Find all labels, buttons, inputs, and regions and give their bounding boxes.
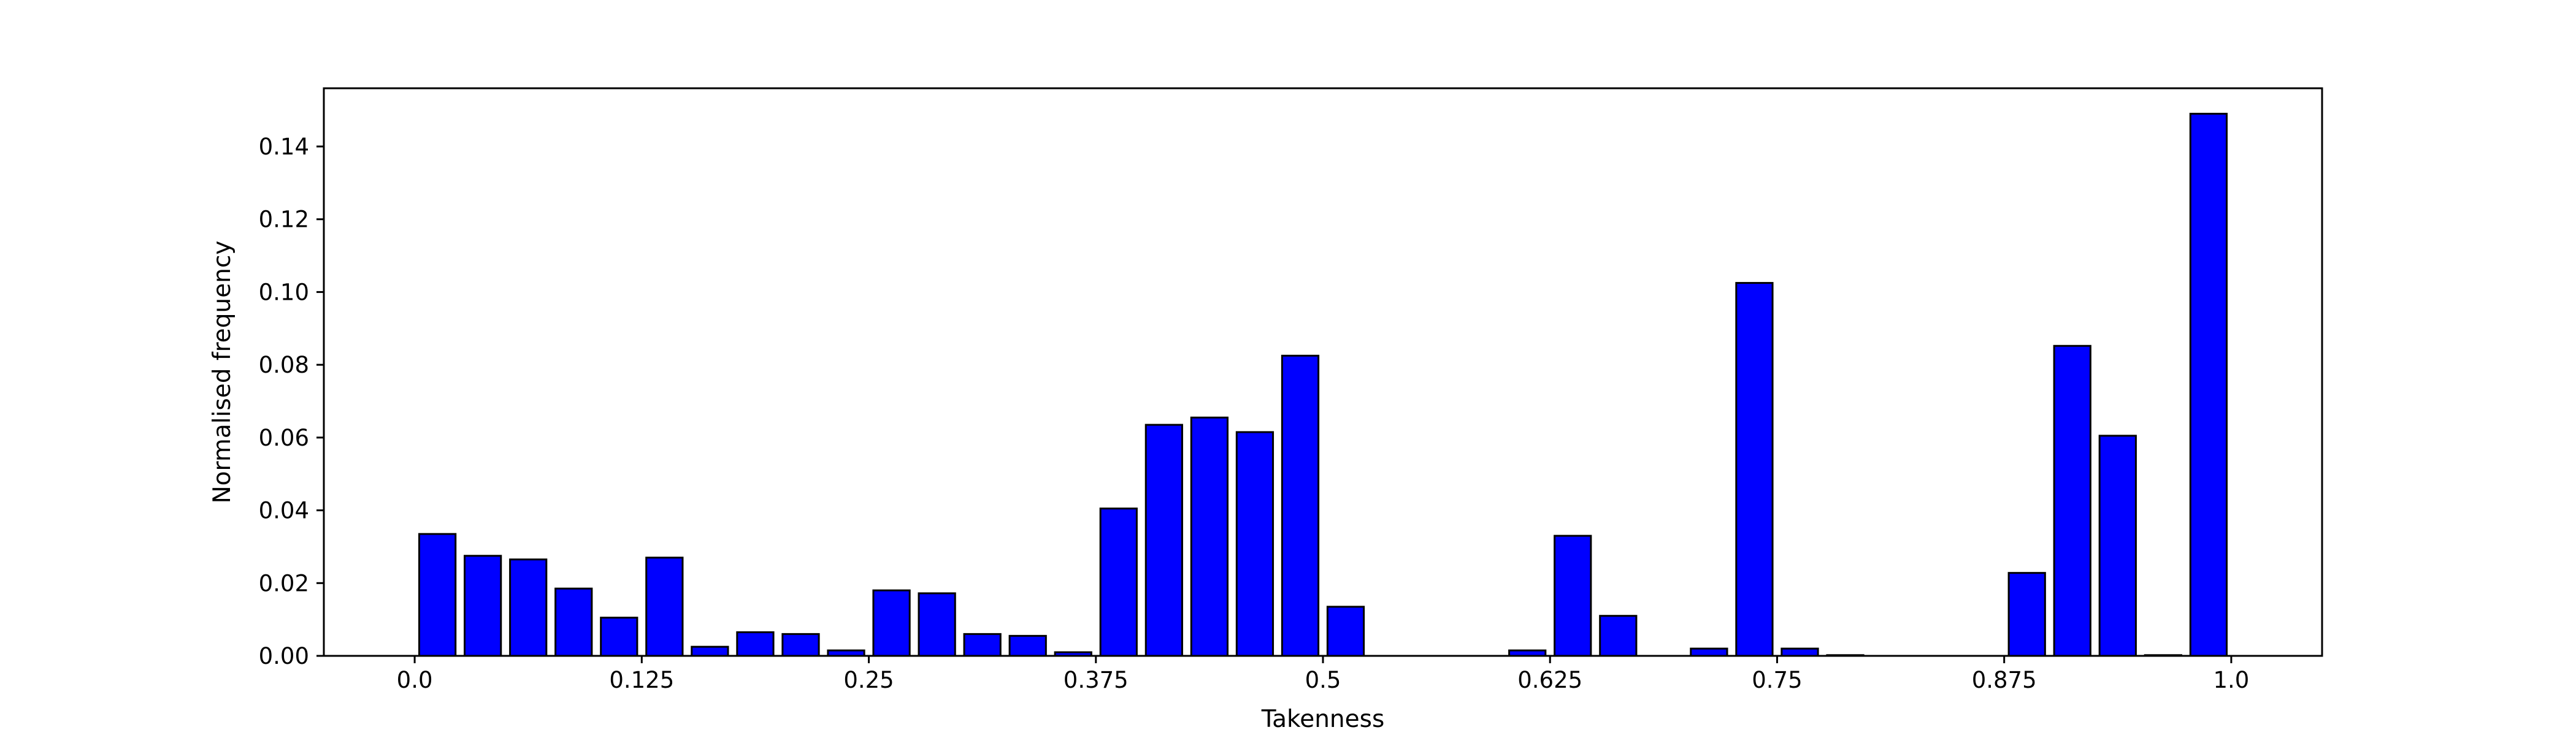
bar-19 — [1281, 354, 1320, 657]
x-tick-label-0: 0.0 — [397, 667, 433, 693]
bar-3 — [554, 587, 593, 657]
bar-37 — [2098, 435, 2137, 657]
bar-36 — [2053, 344, 2091, 657]
y-tick-label-5: 0.10 — [259, 279, 309, 305]
bar-4 — [600, 617, 638, 657]
bar-26 — [1599, 615, 1638, 657]
bar-13 — [1008, 634, 1047, 657]
bar-39 — [2189, 113, 2228, 657]
plot-frame — [323, 87, 2323, 657]
y-tick-label-7: 0.14 — [259, 134, 309, 160]
bar-5 — [645, 557, 684, 657]
bar-15 — [1099, 508, 1138, 657]
bar-7 — [736, 631, 775, 657]
bar-6 — [691, 645, 729, 657]
y-tick-label-6: 0.12 — [259, 207, 309, 233]
y-tick-label-0: 0.00 — [259, 643, 309, 669]
bar-10 — [872, 589, 911, 657]
x-tick-label-2: 0.25 — [843, 667, 894, 693]
bar-12 — [963, 633, 1002, 657]
x-tick-label-6: 0.75 — [1752, 667, 1802, 693]
bar-11 — [918, 592, 956, 657]
x-axis-title: Takenness — [1261, 706, 1385, 733]
bar-28 — [1690, 647, 1728, 657]
bar-17 — [1190, 416, 1229, 657]
y-tick-label-1: 0.02 — [259, 570, 309, 596]
bar-0 — [418, 533, 457, 657]
bar-25 — [1554, 534, 1592, 657]
bar-8 — [781, 633, 820, 657]
bar-16 — [1144, 424, 1183, 657]
x-tick-label-1: 0.125 — [609, 667, 674, 693]
y-tick-label-4: 0.08 — [259, 352, 309, 378]
x-tick-label-5: 0.625 — [1517, 667, 1582, 693]
bar-2 — [509, 558, 548, 657]
bar-1 — [464, 555, 502, 657]
bar-30 — [1781, 647, 1819, 657]
bar-18 — [1235, 431, 1275, 657]
bar-29 — [1735, 282, 1774, 657]
y-tick-label-3: 0.06 — [259, 425, 309, 451]
y-axis-title: Normalised frequency — [209, 240, 236, 503]
x-tick-label-3: 0.375 — [1064, 667, 1129, 693]
x-axis-ticks: 0.0 0.125 0.25 0.375 0.5 0.625 0.75 0.875 1.0 — [397, 656, 2249, 693]
x-tick-label-7: 0.875 — [1972, 667, 2037, 693]
bar-35 — [2007, 572, 2046, 657]
bar-20 — [1326, 606, 1365, 657]
y-tick-label-2: 0.04 — [259, 498, 309, 524]
bars-group — [418, 113, 2228, 657]
y-axis-ticks: 0.00 0.02 0.04 0.06 0.08 0.10 0.12 0.14 — [259, 134, 324, 669]
x-tick-label-4: 0.5 — [1305, 667, 1341, 693]
x-tick-label-8: 1.0 — [2213, 667, 2249, 693]
